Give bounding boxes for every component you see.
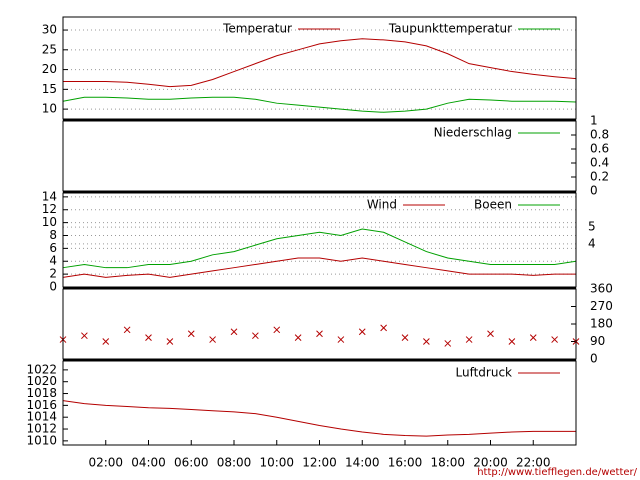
direction-point	[380, 324, 387, 332]
direction-point	[401, 334, 409, 341]
y-tick-label: 6	[49, 241, 57, 255]
y-tick-label: 1012	[26, 422, 57, 436]
x-tick-label: 12:00	[302, 456, 337, 470]
direction-point	[444, 340, 452, 347]
y-tick-label: 8	[49, 228, 57, 242]
y-tick-label: 25	[42, 42, 57, 56]
legend-label: Temperatur	[222, 22, 292, 36]
y-tick-label: 0	[590, 184, 598, 198]
direction-point	[230, 328, 238, 336]
x-tick-label: 18:00	[430, 456, 465, 470]
y-tick-label: 90	[590, 334, 605, 348]
legend-label: Niederschlag	[434, 126, 512, 140]
direction-point	[123, 326, 131, 334]
y-tick-label: 2	[49, 267, 57, 281]
x-tick-label: 22:00	[516, 456, 551, 470]
legend-label: Luftdruck	[455, 366, 512, 380]
direction-point	[551, 336, 558, 343]
y-tick-label: 14	[42, 189, 57, 203]
direction-point	[166, 338, 174, 345]
y-tick-label: 0	[590, 352, 598, 366]
legend-label: Wind	[367, 198, 397, 212]
x-tick-label: 14:00	[345, 456, 380, 470]
y-tick-label: 270	[590, 299, 613, 313]
y-tick-label: 0.8	[590, 128, 609, 142]
x-tick-label: 02:00	[88, 456, 123, 470]
y-tick-label: 1	[590, 114, 598, 128]
series-line	[62, 400, 576, 437]
direction-point	[294, 334, 302, 341]
direction-point	[423, 338, 430, 345]
y-tick-label: 1018	[26, 386, 57, 400]
x-tick-label: 10:00	[259, 456, 294, 470]
direction-point	[187, 330, 195, 338]
direction-point	[337, 336, 345, 343]
legend-label: Taupunkttemperatur	[388, 22, 512, 36]
y-tick-label: 10	[42, 102, 57, 116]
y-tick-label: 30	[42, 23, 57, 37]
y-tick-label: 0	[49, 280, 57, 294]
direction-point	[209, 336, 216, 343]
direction-point	[145, 334, 152, 341]
direction-point	[102, 338, 110, 345]
legend-label: Boeen	[474, 198, 512, 212]
direction-point	[81, 332, 88, 340]
direction-point	[508, 338, 516, 345]
y-tick-label: 1020	[26, 374, 57, 388]
y-tick-label: 4	[49, 254, 57, 268]
x-tick-label: 04:00	[131, 456, 166, 470]
panel-frame	[62, 288, 577, 360]
direction-point	[487, 330, 494, 338]
series-line	[62, 96, 577, 113]
y2-tick-label: 5	[588, 220, 596, 234]
direction-point	[273, 326, 281, 334]
footer-url: http://www.tiefflegen.de/wetter/	[477, 467, 637, 478]
direction-point	[316, 330, 323, 338]
series-line	[63, 38, 577, 88]
direction-point	[465, 336, 473, 343]
direction-point	[252, 332, 259, 340]
y-tick-label: 180	[590, 317, 613, 331]
y-tick-label: 1016	[26, 398, 57, 412]
y2-tick-label: 4	[588, 236, 596, 250]
x-tick-label: 20:00	[473, 456, 508, 470]
y-tick-label: 1022	[26, 362, 57, 376]
y-tick-label: 1010	[26, 433, 57, 447]
y-tick-label: 0.4	[590, 156, 609, 170]
y-tick-label: 0.2	[590, 170, 609, 184]
y-tick-label: 20	[42, 62, 57, 76]
y-tick-label: 12	[42, 202, 57, 216]
direction-point	[529, 334, 537, 341]
y-tick-label: 0.6	[590, 142, 609, 156]
y-tick-label: 1014	[26, 410, 57, 424]
x-tick-label: 08:00	[217, 456, 252, 470]
y-tick-label: 10	[42, 215, 57, 229]
y-tick-label: 15	[42, 82, 57, 96]
x-tick-label: 06:00	[174, 456, 209, 470]
series-line	[62, 228, 577, 269]
direction-point	[358, 328, 366, 336]
x-tick-label: 16:00	[388, 456, 423, 470]
y-tick-label: 360	[590, 282, 613, 296]
series-line	[62, 257, 576, 278]
